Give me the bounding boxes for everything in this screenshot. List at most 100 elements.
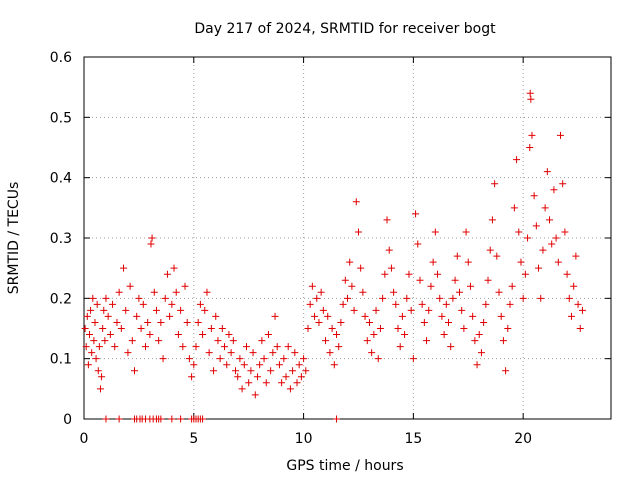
data-point-marker: [302, 367, 310, 375]
data-point-marker: [300, 355, 308, 363]
data-point-marker: [223, 361, 231, 369]
data-point-marker: [420, 318, 428, 326]
data-point-marker: [425, 306, 433, 314]
data-point-marker: [524, 234, 532, 242]
x-tick-labels: 0 5 10 15 20: [80, 431, 533, 447]
data-point-marker: [394, 325, 402, 332]
data-point-marker: [455, 288, 463, 296]
data-point-marker: [493, 252, 501, 260]
data-point-marker: [339, 300, 347, 308]
data-point-marker: [238, 385, 246, 393]
data-point-marker: [359, 288, 367, 296]
data-point-marker: [350, 306, 358, 314]
data-point-marker: [146, 331, 154, 339]
data-point-marker: [85, 331, 93, 339]
data-point-marker: [365, 318, 373, 326]
data-point-marker: [567, 312, 575, 320]
data-point-marker: [84, 361, 92, 369]
data-point-marker: [122, 306, 130, 314]
data-point-marker: [196, 300, 204, 308]
data-point-marker: [341, 276, 349, 284]
data-point-marker: [453, 252, 461, 260]
y-tick-label: 0.2: [50, 291, 72, 307]
data-point-marker: [537, 294, 545, 302]
data-point-marker: [280, 355, 288, 363]
data-point-marker: [166, 312, 174, 320]
data-point-marker: [199, 331, 207, 339]
data-point-marker: [556, 131, 564, 139]
data-point-marker: [155, 337, 163, 345]
data-point-marker: [89, 294, 97, 302]
data-point-marker: [502, 367, 510, 375]
data-point-marker: [101, 337, 109, 345]
data-point-marker: [333, 415, 341, 423]
data-point-marker: [370, 331, 378, 339]
plot-frame: [83, 56, 612, 420]
y-tick-labels: 0 0.1 0.2 0.3 0.4 0.5 0.6: [50, 50, 72, 428]
data-point-marker: [317, 288, 325, 296]
data-point-marker: [563, 270, 571, 278]
data-point-marker: [98, 373, 106, 381]
data-point-marker: [462, 228, 470, 236]
y-tick-label: 0: [63, 412, 72, 428]
data-point-marker: [368, 349, 376, 357]
data-point-marker: [416, 276, 424, 284]
data-point-marker: [528, 131, 536, 139]
data-point-marker: [218, 325, 226, 332]
data-point-marker: [94, 367, 102, 375]
x-tick-label: 0: [80, 431, 89, 447]
data-point-marker: [471, 337, 479, 345]
data-point-marker: [240, 361, 248, 369]
data-point-marker: [517, 258, 525, 266]
data-point-marker: [179, 343, 187, 351]
data-point-marker: [499, 337, 507, 345]
data-point-marker: [286, 385, 294, 393]
data-point-marker: [131, 367, 139, 375]
data-point-marker: [513, 156, 521, 164]
data-point-marker: [91, 318, 99, 326]
chart-title: Day 217 of 2024, SRMTID for receiver bog…: [194, 21, 496, 37]
data-point-marker: [144, 318, 152, 326]
data-point-marker: [133, 312, 141, 320]
data-point-marker: [275, 361, 283, 369]
data-point-marker: [497, 312, 505, 320]
data-point-marker: [449, 294, 457, 302]
data-point-marker: [412, 210, 420, 218]
data-point-marker: [374, 355, 382, 363]
data-point-marker: [438, 312, 446, 320]
data-point-marker: [440, 331, 448, 339]
data-point-marker: [559, 180, 567, 188]
data-point-marker: [152, 306, 160, 314]
data-point-marker: [95, 343, 103, 351]
y-tick-label: 0.5: [50, 110, 72, 126]
data-point-marker: [313, 294, 321, 302]
data-point-marker: [515, 228, 523, 236]
data-point-marker: [150, 288, 158, 296]
data-point-marker: [322, 337, 330, 345]
data-point-marker: [253, 373, 261, 381]
data-point-marker: [124, 349, 132, 357]
data-point-marker: [201, 306, 209, 314]
data-point-marker: [137, 325, 145, 332]
data-point-marker: [572, 252, 580, 260]
plot-frame-group: [83, 56, 612, 420]
data-point-marker: [546, 216, 554, 224]
data-point-marker: [289, 367, 297, 375]
data-point-marker: [434, 270, 442, 278]
data-point-marker: [168, 300, 176, 308]
data-point-marker: [469, 312, 477, 320]
data-point-marker: [574, 300, 582, 308]
data-point-marker: [409, 355, 417, 363]
data-point-marker: [205, 349, 213, 357]
data-point-marker: [183, 318, 191, 326]
data-point-marker: [526, 89, 534, 97]
data-point-marker: [234, 373, 242, 381]
data-point-marker: [521, 270, 529, 278]
data-point-marker: [387, 264, 395, 272]
data-point-marker: [328, 325, 336, 332]
data-point-marker: [203, 288, 211, 296]
grid-lines: [84, 57, 611, 419]
data-point-marker: [363, 337, 371, 345]
data-point-marker: [135, 294, 143, 302]
data-point-marker: [337, 318, 345, 326]
